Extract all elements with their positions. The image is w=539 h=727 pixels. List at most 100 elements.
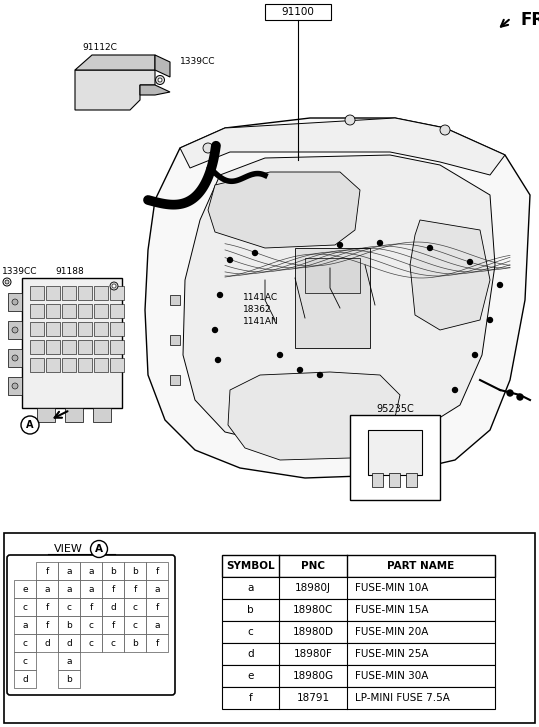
Circle shape [216,358,220,363]
Text: c: c [247,627,253,637]
Polygon shape [155,55,170,77]
Circle shape [112,284,116,288]
Bar [222,599,495,621]
Text: c: c [66,603,72,611]
Text: c: c [23,603,27,611]
Bar [102,580,124,598]
Bar [102,598,124,616]
Text: f: f [155,638,158,648]
Text: 18980F: 18980F [294,649,333,659]
Bar [36,634,58,652]
Text: a: a [88,566,94,576]
Polygon shape [140,85,170,95]
Bar [58,580,80,598]
Bar [58,670,80,688]
Bar [14,634,36,652]
Text: 18362: 18362 [243,305,272,315]
Bar [62,304,76,318]
Bar [305,258,360,293]
Bar [124,616,146,634]
Circle shape [453,387,458,393]
Text: f: f [155,603,158,611]
Text: d: d [110,603,116,611]
Bar [46,286,60,300]
Text: b: b [247,605,254,615]
Circle shape [110,282,118,290]
Bar [46,322,60,336]
Circle shape [427,246,432,251]
Bar [372,473,383,487]
Bar [80,634,102,652]
Text: a: a [88,585,94,593]
Bar [124,634,146,652]
Text: 95235C: 95235C [376,404,414,414]
Text: f: f [155,566,158,576]
Circle shape [377,241,383,246]
Text: 1141AC: 1141AC [243,294,278,302]
Circle shape [345,115,355,125]
Text: f: f [248,693,252,703]
Bar [8,349,22,367]
Text: d: d [247,649,254,659]
Text: 1141AN: 1141AN [243,318,279,326]
Bar [62,358,76,372]
Bar [78,358,92,372]
Text: a: a [154,585,160,593]
Circle shape [158,78,162,82]
Circle shape [21,416,39,434]
Circle shape [252,251,258,255]
Polygon shape [180,118,505,175]
Text: a: a [154,621,160,630]
Circle shape [317,372,322,377]
Bar [110,340,124,354]
Bar [46,358,60,372]
Bar [30,322,44,336]
Text: 18980J: 18980J [295,583,331,593]
Text: d: d [22,675,28,683]
Text: b: b [66,675,72,683]
Bar [62,322,76,336]
Bar [58,598,80,616]
Bar [80,598,102,616]
Bar [146,616,168,634]
Circle shape [227,257,232,262]
Bar [170,335,180,345]
Circle shape [507,390,513,396]
Text: A: A [95,544,103,554]
Circle shape [517,394,523,400]
Text: FUSE-MIN 15A: FUSE-MIN 15A [355,605,429,615]
Bar [222,687,495,709]
Bar [22,278,122,408]
Bar [46,340,60,354]
Bar [58,634,80,652]
Bar [8,321,22,339]
Bar [146,562,168,580]
Text: d: d [66,638,72,648]
Text: FUSE-MIN 10A: FUSE-MIN 10A [355,583,429,593]
Text: a: a [66,656,72,665]
Text: a: a [44,585,50,593]
FancyBboxPatch shape [7,555,175,695]
Text: c: c [133,603,137,611]
Bar [146,598,168,616]
Bar [36,616,58,634]
Text: FUSE-MIN 20A: FUSE-MIN 20A [355,627,429,637]
Bar [62,340,76,354]
Text: a: a [247,583,254,593]
Circle shape [5,280,9,284]
Text: f: f [45,603,49,611]
Bar [78,286,92,300]
Bar [170,375,180,385]
Bar [78,322,92,336]
Bar [146,580,168,598]
Bar [80,580,102,598]
Circle shape [440,125,450,135]
Bar [8,377,22,395]
Circle shape [12,355,18,361]
Polygon shape [410,220,490,330]
Text: f: f [112,585,115,593]
Text: c: c [110,638,115,648]
Bar [62,286,76,300]
Bar [102,616,124,634]
Text: a: a [66,585,72,593]
